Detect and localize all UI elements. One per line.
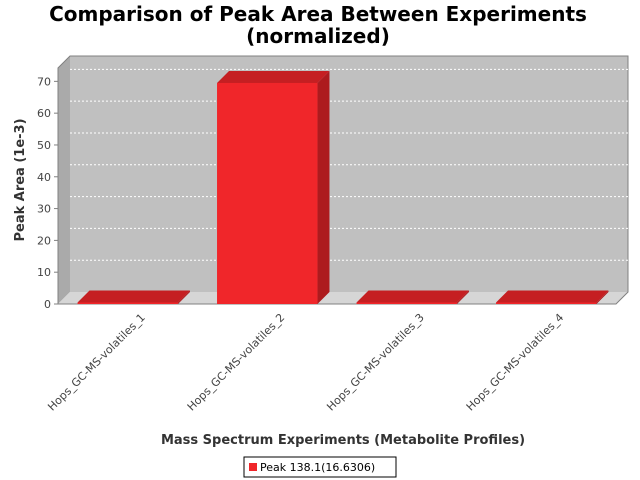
chart-title: Comparison of Peak Area Between Experime… xyxy=(49,2,587,26)
legend: Peak 138.1(16.6306) xyxy=(243,456,397,478)
x-tick-label: Hops_GC-MS-volatiles_1 xyxy=(45,311,148,414)
bar-front xyxy=(496,302,597,304)
bar xyxy=(217,70,330,304)
bars xyxy=(77,70,609,304)
y-tick-label: 70 xyxy=(37,75,51,88)
x-tick-label: Hops_GC-MS-volatiles_4 xyxy=(464,311,567,414)
legend-swatch xyxy=(249,463,257,471)
y-tick-label: 50 xyxy=(37,139,51,152)
plot-floor xyxy=(58,292,628,304)
x-tick-label: Hops_GC-MS-volatiles_3 xyxy=(324,311,427,414)
y-tick-label: 30 xyxy=(37,203,51,216)
bar-front xyxy=(356,302,457,304)
bar-top xyxy=(356,290,469,303)
grid-lines xyxy=(70,68,628,261)
y-tick-label: 0 xyxy=(44,298,51,311)
bar-top xyxy=(77,290,190,303)
bar-front xyxy=(217,82,318,304)
y-axis: 0 10 20 30 40 50 60 70 xyxy=(37,75,58,311)
y-tick-label: 60 xyxy=(37,107,51,120)
plot-outline xyxy=(57,55,629,305)
bar-side xyxy=(317,70,330,304)
legend-label: Peak 138.1(16.6306) xyxy=(260,461,375,474)
bar xyxy=(356,290,469,304)
plot-back-wall xyxy=(70,56,628,292)
bar-top xyxy=(496,290,609,303)
chart-subtitle: (normalized) xyxy=(246,24,390,48)
bar-side xyxy=(177,290,190,304)
x-tick-label: Hops_GC-MS-volatiles_2 xyxy=(185,311,288,414)
y-axis-title: Peak Area (1e-3) xyxy=(13,118,28,241)
bar xyxy=(77,290,190,304)
y-tick-label: 40 xyxy=(37,171,51,184)
x-axis-title: Mass Spectrum Experiments (Metabolite Pr… xyxy=(161,433,525,448)
legend-box xyxy=(243,456,397,478)
x-axis: Hops_GC-MS-volatiles_1 Hops_GC-MS-volatil… xyxy=(45,311,566,414)
bar-side xyxy=(456,290,469,304)
bar-top xyxy=(217,70,330,83)
y-tick-label: 10 xyxy=(37,266,51,279)
y-tick-label: 20 xyxy=(37,234,51,247)
plot-area xyxy=(57,55,629,305)
bar-front xyxy=(77,302,178,304)
bar xyxy=(496,290,609,304)
plot-left-wall xyxy=(58,56,70,304)
bar-side xyxy=(596,290,609,304)
